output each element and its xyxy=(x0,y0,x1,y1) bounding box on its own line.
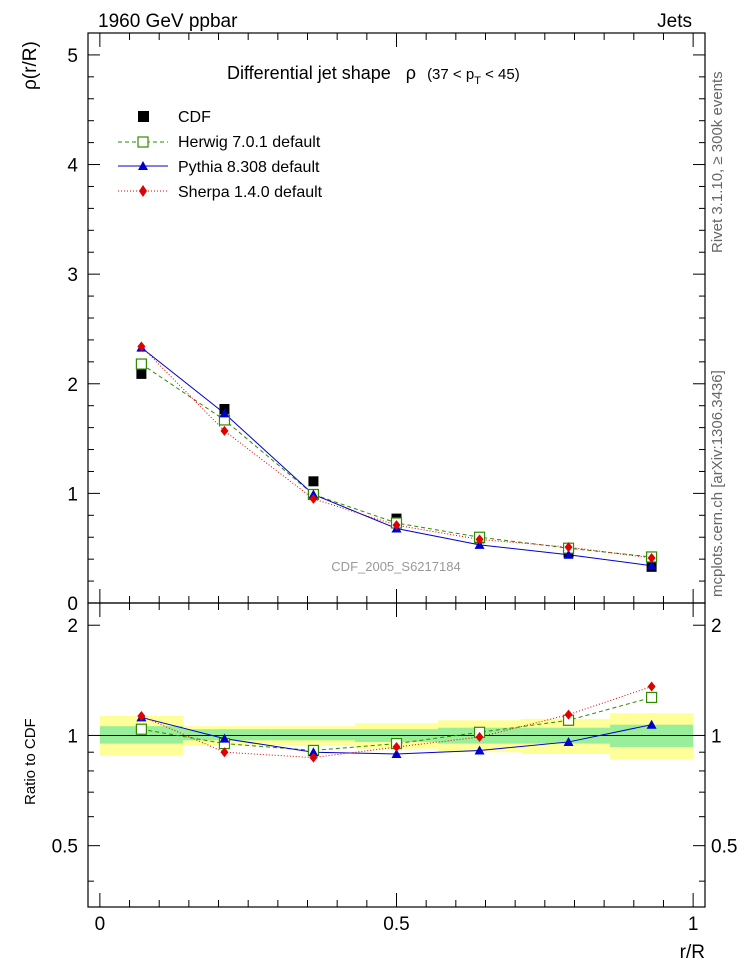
ratio-point-herwig xyxy=(135,723,147,735)
main-point-pythia xyxy=(646,560,657,570)
ratio-band-inner xyxy=(99,726,183,744)
ratio-point-sherpa xyxy=(309,752,318,763)
ratio-axis-ticks xyxy=(88,603,705,907)
ratio-ytick-label: 2 xyxy=(67,616,78,637)
ratio-frame xyxy=(87,602,706,908)
main-point-sherpa xyxy=(564,542,573,553)
main-point-sherpa xyxy=(475,534,484,545)
ratio-point-sherpa xyxy=(564,709,573,720)
legend-pythia-label: Pythia 8.308 default xyxy=(178,159,320,176)
main-panel: 0 1 2 3 4 5 Differential jet shape ρ (37 < pT… xyxy=(20,32,706,615)
chart-title: Differential jet shape ρ (37 < pT < 45) xyxy=(227,63,520,87)
ratio-point-pythia xyxy=(474,745,485,755)
ratio-point-sherpa xyxy=(647,681,656,692)
ratio-series-markers xyxy=(135,681,658,763)
main-ylabel: ρ(r/R) xyxy=(20,41,41,90)
main-ytick-label: 3 xyxy=(67,265,78,286)
ratio-ytick-label-right: 1 xyxy=(711,726,722,747)
ratio-ytick-label-right: 0.5 xyxy=(711,837,737,858)
legend-herwig-marker xyxy=(137,136,149,148)
ratio-ylabel: Ratio to CDF xyxy=(22,718,39,805)
main-ytick-label: 0 xyxy=(67,594,78,615)
main-point-pythia xyxy=(563,549,574,559)
ratio-point-pythia xyxy=(563,736,574,746)
ratio-ytick-label-right: 2 xyxy=(711,616,722,637)
main-ytick-label: 4 xyxy=(67,156,78,177)
rivet-version-label: Rivet 3.1.10, ≥ 300k events xyxy=(709,71,726,253)
jets-label: Jets xyxy=(657,11,692,32)
main-point-sherpa xyxy=(309,493,318,504)
ratio-ytick-label: 1 xyxy=(67,726,78,747)
ratio-xtick-label: 0.5 xyxy=(383,914,409,935)
legend-herwig-label: Herwig 7.0.1 default xyxy=(178,134,321,151)
ratio-panel: 0.5 0.5 1 1 2 2 0 0.5 1 Ratio to CDF r/R xyxy=(22,602,738,963)
main-point-herwig xyxy=(135,358,147,370)
mcplots-label: mcplots.cern.ch [arXiv:1306.3436] xyxy=(709,370,726,597)
legend-sherpa-label: Sherpa 1.4.0 default xyxy=(178,184,323,201)
main-point-sherpa xyxy=(220,425,229,436)
main-line-pythia xyxy=(141,347,652,567)
ratio-point-pythia xyxy=(219,733,230,743)
main-point-pythia xyxy=(219,408,230,418)
ratio-ytick-label: 0.5 xyxy=(52,837,78,858)
ratio-point-pythia xyxy=(646,719,657,729)
main-point-sherpa xyxy=(647,553,656,564)
main-ytick-label: 5 xyxy=(67,46,78,67)
main-point-sherpa xyxy=(137,341,146,352)
ratio-point-sherpa xyxy=(137,711,146,722)
ratio-point-sherpa xyxy=(220,747,229,758)
ratio-point-pythia xyxy=(308,747,319,757)
ratio-xtick-label: 0 xyxy=(95,914,106,935)
ratio-point-herwig xyxy=(646,691,658,704)
ratio-point-sherpa xyxy=(392,741,401,752)
main-ytick-label: 2 xyxy=(67,375,78,396)
legend-pythia-marker xyxy=(138,161,148,170)
ratio-tick-labels: 0.5 0.5 1 1 2 2 0 0.5 1 xyxy=(52,616,738,935)
ratio-xtick-label: 1 xyxy=(688,914,699,935)
legend-cdf-label: CDF xyxy=(178,109,211,126)
main-ytick-label: 1 xyxy=(67,484,78,505)
main-series-markers xyxy=(135,341,658,572)
main-point-data xyxy=(136,368,147,379)
energy-label: 1960 GeV ppbar xyxy=(98,11,238,32)
legend-sherpa-marker xyxy=(139,185,147,197)
analysis-watermark: CDF_2005_S6217184 xyxy=(331,559,460,574)
main-point-data xyxy=(308,476,319,487)
legend-cdf-marker xyxy=(138,111,149,122)
ratio-band-inner xyxy=(182,729,272,741)
ratio-point-pythia xyxy=(391,748,402,758)
ratio-point-sherpa xyxy=(475,732,484,743)
ratio-xlabel: r/R xyxy=(680,942,705,963)
main-series-lines xyxy=(141,346,652,567)
main-point-sherpa xyxy=(392,520,401,531)
main-tick-labels: 0 1 2 3 4 5 xyxy=(67,46,78,615)
ratio-band-inner xyxy=(271,729,355,741)
legend: CDF Herwig 7.0.1 default Pythia 8.308 de… xyxy=(118,109,323,201)
